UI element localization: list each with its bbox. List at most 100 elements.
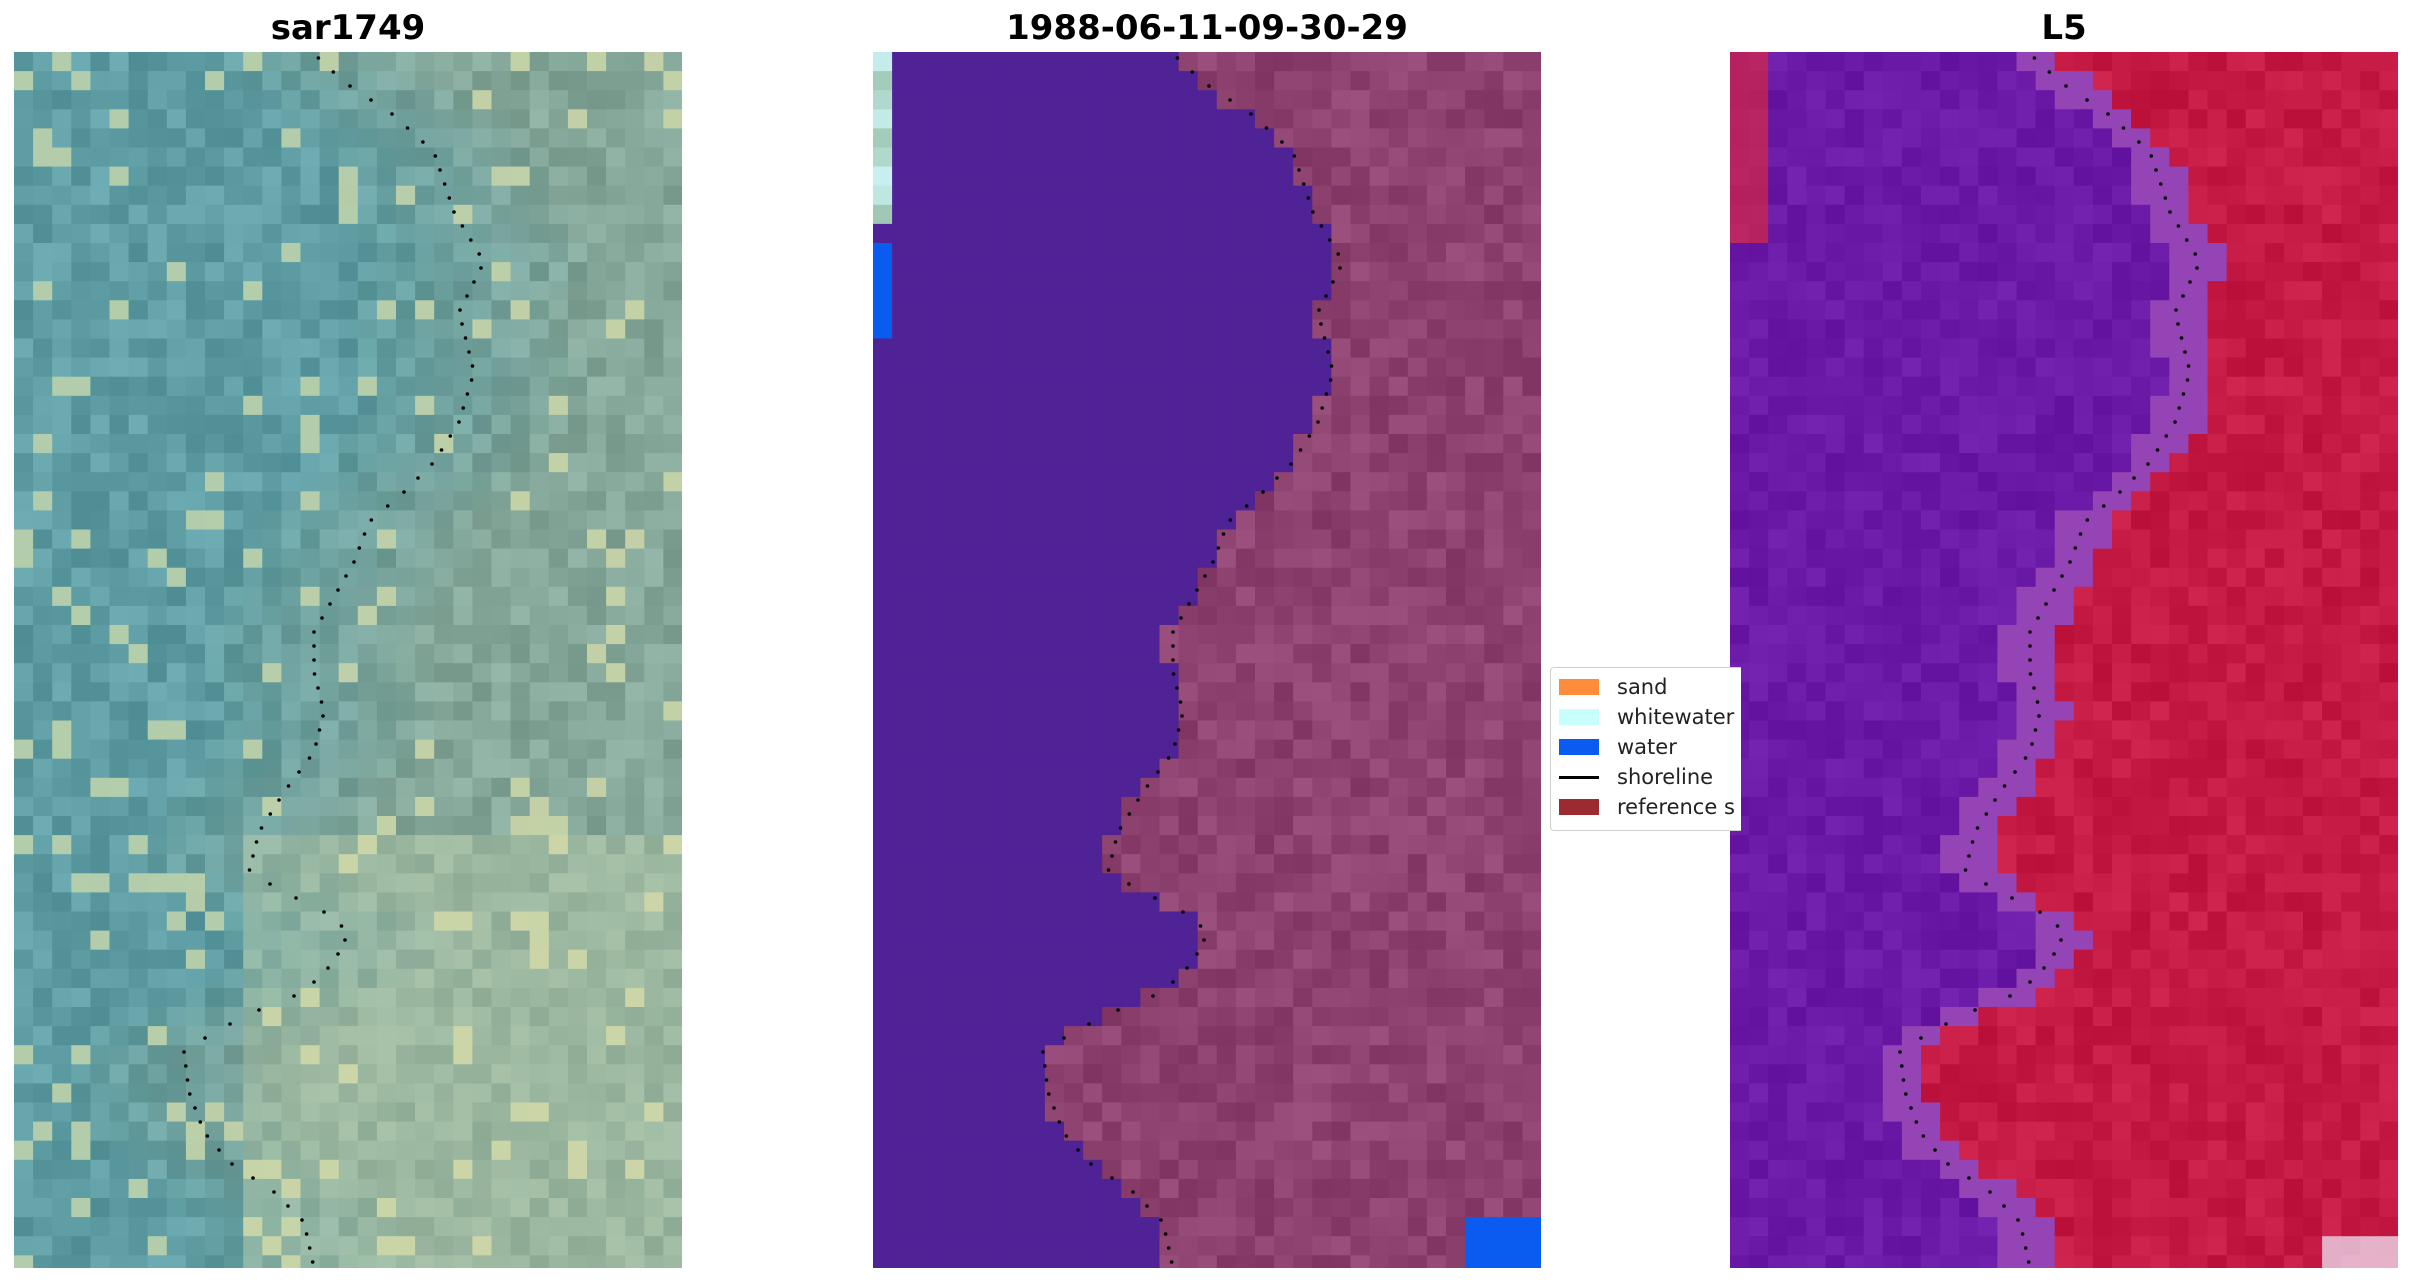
shoreline-dot xyxy=(439,448,444,452)
shoreline-dot xyxy=(1110,1176,1114,1180)
shoreline-dot xyxy=(2023,756,2028,760)
index-image-panel xyxy=(1730,52,2398,1268)
shoreline-dot xyxy=(2026,1260,2031,1264)
shoreline-dot xyxy=(2085,98,2089,102)
shoreline-dot xyxy=(402,490,406,494)
shoreline-dot xyxy=(228,1022,232,1026)
shoreline-dot xyxy=(1317,308,1321,312)
shoreline-dot xyxy=(1195,952,1199,956)
legend-item-shoreline: shoreline xyxy=(1551,762,1713,792)
shoreline-dot xyxy=(1131,1190,1135,1194)
shoreline-dot xyxy=(1156,770,1160,774)
shoreline-dot xyxy=(1319,322,1323,326)
shoreline-dot xyxy=(390,112,394,116)
shoreline-dot xyxy=(319,700,324,704)
shoreline-dot xyxy=(1914,1120,1919,1124)
shoreline-dot xyxy=(2078,532,2083,536)
shoreline-dot xyxy=(2185,378,2190,382)
shoreline-dot xyxy=(2028,658,2032,662)
shoreline-dot xyxy=(2193,252,2197,256)
shoreline-dot xyxy=(300,1218,304,1222)
shoreline-dot xyxy=(1275,476,1279,480)
shoreline-dot xyxy=(257,1008,261,1012)
shoreline-dot xyxy=(2008,994,2012,998)
shoreline-dot xyxy=(185,1078,190,1082)
shoreline-dot xyxy=(1171,672,1176,676)
shoreline-dot xyxy=(1984,812,1989,816)
shoreline-dot xyxy=(198,1120,203,1124)
shoreline-dot xyxy=(1228,518,1233,522)
shoreline-dot xyxy=(1062,1036,1066,1040)
shoreline-dot xyxy=(1322,336,1327,340)
shoreline-dot xyxy=(421,140,425,144)
shoreline-dot xyxy=(1181,910,1185,914)
shoreline-dot xyxy=(2121,126,2126,130)
shoreline-dot xyxy=(1203,574,1207,578)
legend-label-whitewater: whitewater xyxy=(1617,705,1735,729)
shoreline-dot xyxy=(1116,1008,1120,1012)
shoreline-dot xyxy=(2016,1218,2020,1222)
shoreline-dot xyxy=(1202,938,1206,942)
shoreline-dot xyxy=(1180,714,1184,718)
shoreline-dot xyxy=(2146,462,2150,466)
shoreline-dot xyxy=(1044,1078,1049,1082)
shoreline-dot xyxy=(1118,826,1123,830)
shoreline-dot xyxy=(2020,1232,2025,1236)
classified-image-panel xyxy=(873,52,1541,1268)
shoreline-dot xyxy=(307,1246,312,1250)
shoreline-dot xyxy=(2032,686,2036,690)
shoreline-dot xyxy=(307,756,312,760)
shoreline-dot xyxy=(2059,938,2063,942)
shoreline-dot xyxy=(2047,70,2052,74)
shoreline-dot xyxy=(314,742,318,746)
shoreline-dot xyxy=(1166,756,1171,760)
shoreline-dot xyxy=(430,462,434,466)
panel-title-1: sar1749 xyxy=(270,8,426,48)
shoreline-dot xyxy=(2154,168,2158,172)
shoreline-dot xyxy=(461,406,466,410)
shoreline-dot xyxy=(268,812,273,816)
rgb-image-panel xyxy=(14,52,682,1268)
shoreline-dot xyxy=(2085,518,2090,522)
shoreline-dot xyxy=(259,826,264,830)
shoreline-dot xyxy=(316,56,321,60)
legend-label-sand: sand xyxy=(1617,675,1668,699)
shoreline-dot xyxy=(1153,896,1157,900)
shoreline-dot xyxy=(2181,392,2186,396)
shoreline-dot xyxy=(1145,784,1150,788)
shoreline-dot xyxy=(2174,308,2178,312)
shoreline-dot xyxy=(1175,56,1180,60)
shoreline-dot xyxy=(203,1036,207,1040)
shoreline-dot xyxy=(2023,1246,2028,1250)
shoreline-dot xyxy=(2028,672,2033,676)
shoreline-line-swatch xyxy=(1559,775,1599,779)
shoreline-dot xyxy=(2168,210,2172,214)
shoreline-dot xyxy=(2028,980,2032,984)
shoreline-dot xyxy=(470,364,475,368)
shoreline-dot xyxy=(1163,1232,1168,1236)
shoreline-dot xyxy=(1320,406,1324,410)
shoreline-dot xyxy=(2010,896,2014,900)
shoreline-dot xyxy=(2030,742,2034,746)
shoreline-dot xyxy=(2002,784,2007,788)
shoreline-dot xyxy=(2179,336,2184,340)
shoreline-dot xyxy=(1963,868,1968,872)
shoreline-dot xyxy=(321,714,325,718)
shoreline-dot xyxy=(1047,1092,1051,1096)
shoreline-dot xyxy=(1297,168,1301,172)
shoreline-dot xyxy=(2106,112,2110,116)
shoreline-dot xyxy=(479,266,483,270)
shoreline-dot xyxy=(452,210,456,214)
shoreline-dot xyxy=(297,770,301,774)
shoreline-dot xyxy=(1145,1204,1149,1208)
shoreline-dot xyxy=(2132,476,2136,480)
shoreline-dot xyxy=(230,1162,234,1166)
shoreline-dot xyxy=(458,308,462,312)
shoreline-dot xyxy=(442,182,447,186)
shoreline-dot xyxy=(254,840,259,844)
shoreline-dot xyxy=(416,476,420,480)
shoreline-dot xyxy=(1901,1078,1906,1082)
shoreline-dot xyxy=(1064,1134,1069,1138)
shoreline-dot xyxy=(472,280,476,284)
shoreline-dot xyxy=(2183,350,2187,354)
